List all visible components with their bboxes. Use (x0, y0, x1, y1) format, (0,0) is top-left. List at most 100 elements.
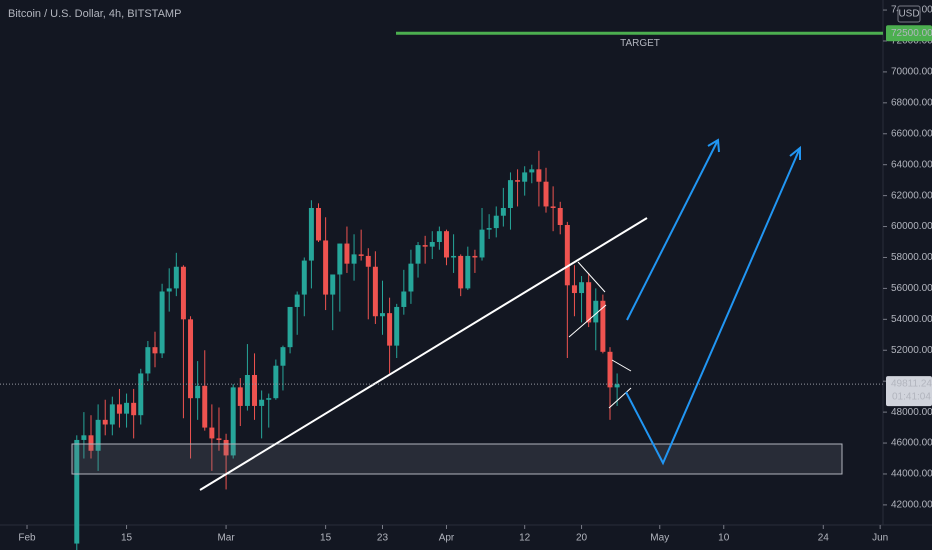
candle-body (308, 207, 314, 261)
projection-arrow (625, 147, 801, 466)
candle-body (550, 206, 556, 208)
candle-body (365, 255, 371, 267)
candle-body (536, 169, 542, 182)
candle-body (422, 245, 428, 247)
y-tick-label: 52000.00 (891, 345, 932, 356)
candle-body (479, 229, 485, 258)
candle-body (209, 427, 215, 439)
projection-arrow (626, 139, 719, 321)
candles (74, 150, 620, 550)
y-tick-label: 42000.00 (891, 500, 932, 511)
x-tick-label: Apr (439, 533, 455, 544)
candle-body (436, 231, 442, 243)
candle-body (131, 402, 137, 416)
candle-body (116, 404, 122, 414)
x-tick-label: 15 (320, 533, 332, 544)
candle-body (145, 347, 151, 374)
y-tick-label: 66000.00 (891, 128, 932, 139)
candle-body (301, 260, 307, 295)
candle-body (237, 387, 243, 406)
candle-body (294, 294, 300, 307)
candle-body (387, 313, 393, 346)
y-tick-label: 46000.00 (891, 438, 932, 449)
drawings (71, 138, 843, 491)
last-price-label: 49811.24 (891, 379, 932, 390)
candle-body (507, 180, 513, 208)
candle-body (557, 207, 563, 225)
candle-body (579, 282, 585, 294)
currency-label: USD (898, 9, 919, 20)
trend-line (199, 217, 648, 491)
countdown-label: 01:41:04 (892, 392, 931, 403)
candle-body (486, 228, 492, 230)
y-tick-label: 60000.00 (891, 221, 932, 232)
candle-body (522, 172, 528, 182)
candle-body (95, 419, 101, 451)
arrow-head (789, 145, 801, 160)
candle-body (323, 240, 329, 295)
candle-body (159, 291, 165, 354)
y-tick-label: 58000.00 (891, 252, 932, 263)
candle-body (280, 347, 286, 366)
candle-body (202, 385, 208, 428)
candle-body (493, 215, 499, 229)
y-tick-label: 44000.00 (891, 469, 932, 480)
y-tick-label: 68000.00 (891, 97, 932, 108)
target-text: TARGET (620, 38, 660, 49)
wedge-line (608, 387, 632, 409)
x-tick-label: 15 (121, 533, 133, 544)
candle-body (529, 169, 535, 173)
support-zone (71, 443, 843, 475)
candle-body (287, 306, 293, 348)
candle-body (401, 291, 407, 307)
candle-body (330, 274, 336, 295)
x-tick-label: 23 (377, 533, 389, 544)
candle-body (152, 347, 158, 354)
x-tick-label: 20 (576, 533, 588, 544)
candle-body (614, 384, 620, 388)
x-tick-label: May (650, 533, 669, 544)
x-tick-label: Feb (18, 533, 36, 544)
arrow-head (707, 138, 720, 153)
candle-body (223, 439, 229, 456)
candle-body (173, 266, 179, 289)
candle-body (380, 313, 385, 317)
candle-body (543, 181, 549, 207)
candle-body (138, 373, 144, 416)
candle-body (408, 263, 414, 292)
candle-body (244, 375, 250, 406)
candle-body (571, 285, 577, 294)
chart-title: Bitcoin / U.S. Dollar, 4h, BITSTAMP (8, 8, 181, 20)
y-tick-label: 54000.00 (891, 314, 932, 325)
candle-body (180, 266, 186, 320)
y-tick-label: 56000.00 (891, 283, 932, 294)
candle-body (166, 288, 172, 292)
candle-body (102, 419, 108, 425)
currency-box (897, 5, 921, 23)
candle-body (415, 245, 421, 264)
candle-body (316, 207, 321, 241)
candle-body (564, 225, 570, 286)
candle-body (109, 404, 115, 425)
wedge-line (577, 261, 606, 293)
candle-body (259, 399, 265, 406)
candle-body (465, 255, 471, 289)
y-tick-label: 64000.00 (891, 159, 932, 170)
candle-body (515, 180, 521, 182)
x-tick-label: 10 (718, 533, 730, 544)
candle-body (443, 231, 449, 258)
x-tick-label: Mar (217, 533, 235, 544)
candle-body (451, 255, 457, 258)
candle-body (358, 254, 364, 256)
y-tick-label: 62000.00 (891, 190, 932, 201)
candle-body (372, 266, 378, 317)
candle-body (216, 438, 222, 440)
last-price-box (886, 376, 932, 407)
y-tick-label: 70000.00 (891, 67, 932, 78)
candle-body (188, 319, 194, 399)
candle-body (500, 207, 506, 216)
candle-body (88, 435, 94, 451)
candle-body (337, 243, 343, 275)
candle-body (195, 385, 201, 399)
